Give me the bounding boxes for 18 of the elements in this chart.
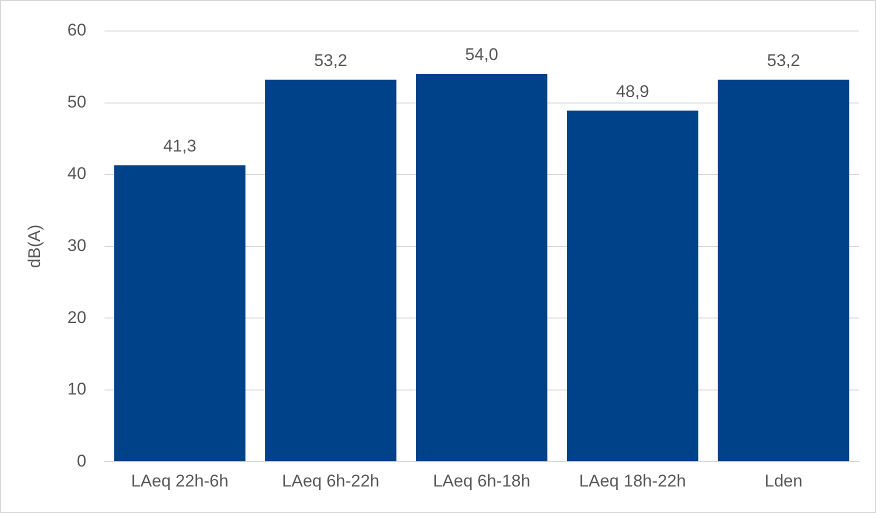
y-tick-label: 40 [67, 164, 86, 184]
y-tick-label: 50 [67, 92, 86, 112]
data-label: 41,3 [163, 136, 196, 156]
x-tick-label: LAeq 18h-22h [579, 471, 686, 490]
y-axis-title: dB(A) [24, 224, 44, 268]
y-tick-label: 10 [67, 380, 86, 399]
y-tick-label: 60 [67, 20, 86, 40]
data-label: 48,9 [616, 82, 650, 101]
x-tick-label: LAeq 22h-6h [131, 471, 228, 490]
x-tick-label: LAeq 6h-18h [432, 471, 530, 490]
x-tick-label: Lden [764, 471, 802, 490]
y-tick-label: 20 [67, 308, 86, 327]
data-label: 54,0 [465, 45, 498, 64]
data-label: 53,2 [314, 50, 348, 70]
data-label: 53,2 [766, 50, 800, 70]
y-tick-label: 30 [67, 236, 86, 255]
x-tick-label: LAeq 6h-22h [282, 471, 380, 490]
y-tick-label: 0 [76, 451, 86, 470]
